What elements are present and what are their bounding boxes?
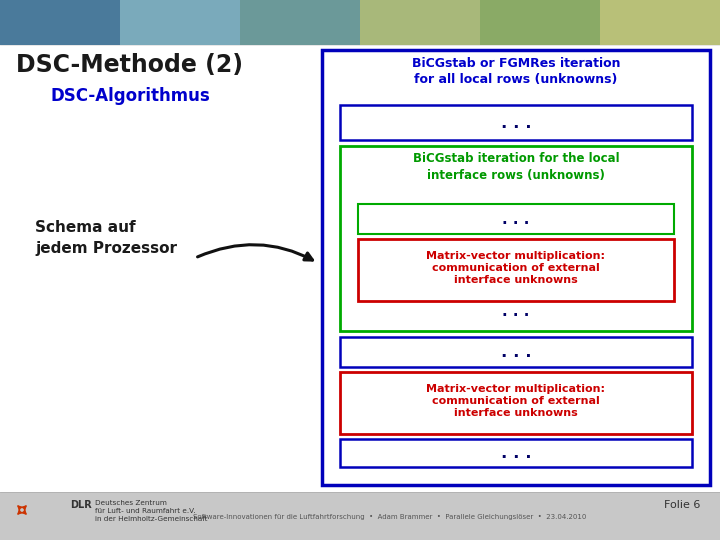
Bar xyxy=(0,0,120,45)
FancyArrowPatch shape xyxy=(197,245,312,260)
Bar xyxy=(358,239,674,301)
Bar xyxy=(360,0,480,45)
Bar xyxy=(480,0,600,45)
Text: . . .: . . . xyxy=(503,212,530,226)
Text: Deutsches Zentrum
für Luft- und Raumfahrt e.V.
in der Helmholtz-Gemeinschaft: Deutsches Zentrum für Luft- und Raumfahr… xyxy=(95,500,207,522)
Text: Matrix-vector multiplication:
communication of external
interface unknowns: Matrix-vector multiplication: communicat… xyxy=(426,383,606,418)
Text: BiCGstab iteration for the local
interface rows (unknowns): BiCGstab iteration for the local interfa… xyxy=(413,152,619,181)
Text: . . .: . . . xyxy=(500,113,531,132)
Text: BiCGstab or FGMRes iteration
for all local rows (unknowns): BiCGstab or FGMRes iteration for all loc… xyxy=(412,57,620,86)
Text: Matrix-vector multiplication:
communication of external
interface unknowns: Matrix-vector multiplication: communicat… xyxy=(426,251,606,286)
Text: . . .: . . . xyxy=(500,444,531,462)
Text: Schema auf
jedem Prozessor: Schema auf jedem Prozessor xyxy=(35,220,177,256)
Bar xyxy=(340,337,692,367)
Bar xyxy=(0,45,720,492)
Bar xyxy=(340,105,692,140)
Text: . . .: . . . xyxy=(500,343,531,361)
Text: DSC-Methode (2): DSC-Methode (2) xyxy=(16,53,243,77)
Text: . . .: . . . xyxy=(503,305,530,320)
Bar xyxy=(340,372,692,434)
Bar xyxy=(240,0,360,45)
Text: Software-Innovationen für die Luftfahrtforschung  •  Adam Brammer  •  Parallele : Software-Innovationen für die Luftfahrtf… xyxy=(193,514,587,520)
Text: DLR: DLR xyxy=(70,500,91,510)
Text: DSC-Algorithmus: DSC-Algorithmus xyxy=(50,87,210,105)
Bar xyxy=(600,0,720,45)
Bar xyxy=(358,204,674,234)
Bar xyxy=(340,439,692,467)
Text: Folie 6: Folie 6 xyxy=(664,500,700,510)
Bar xyxy=(0,492,720,540)
Bar xyxy=(340,146,692,331)
Bar xyxy=(322,50,710,485)
Bar xyxy=(120,0,240,45)
